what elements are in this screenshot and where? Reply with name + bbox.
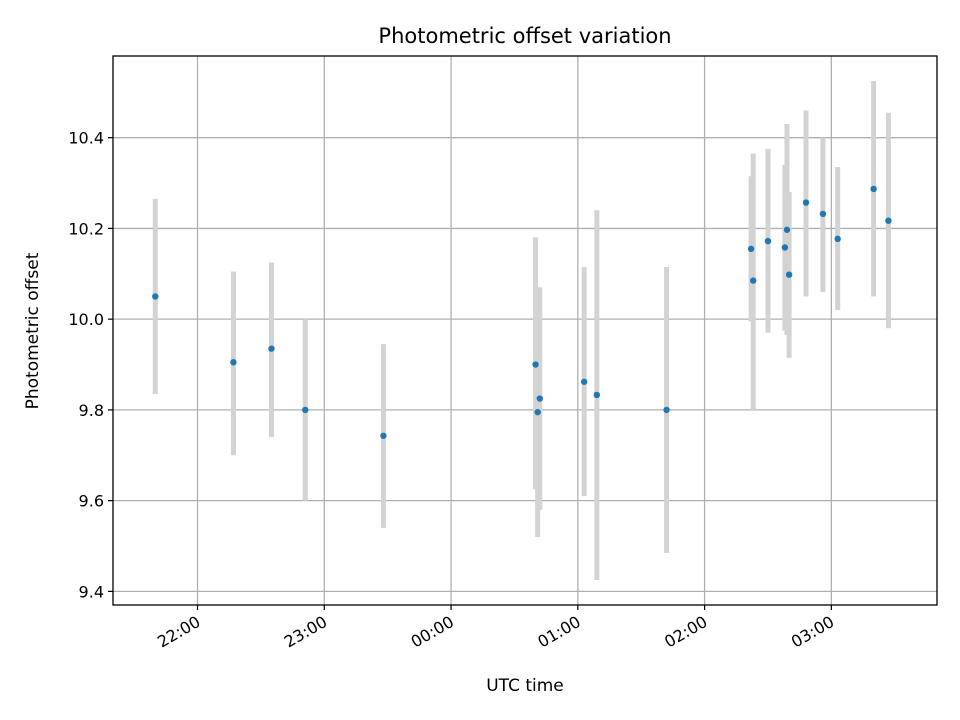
data-point (819, 210, 827, 218)
y-tick-label: 10.4 (68, 129, 104, 148)
data-point (380, 432, 387, 439)
data-point (802, 199, 810, 206)
data-point (749, 277, 757, 284)
data-point (747, 245, 755, 253)
data-point (785, 271, 793, 278)
data-point (536, 395, 543, 402)
data-point (885, 217, 892, 224)
data-point (268, 345, 275, 352)
data-point (783, 226, 791, 233)
data-point (302, 406, 309, 414)
y-tick-label: 9.8 (79, 401, 104, 420)
y-tick-label: 10.0 (68, 310, 104, 329)
y-tick-label: 10.2 (68, 219, 104, 238)
data-point (834, 235, 841, 243)
data-point (152, 293, 159, 300)
grid (113, 56, 937, 605)
data-point (764, 237, 772, 245)
data-point (230, 359, 237, 366)
data-point (870, 185, 877, 193)
x-axis-label: UTC time (486, 676, 564, 696)
y-axis-label: Photometric offset (23, 252, 43, 409)
y-axis: 9.4 9.6 9.8 10.0 10.2 10.4 (68, 129, 113, 601)
data-points (152, 185, 892, 439)
chart-title: Photometric offset variation (378, 24, 671, 48)
data-point (781, 244, 789, 251)
y-tick-label: 9.6 (79, 492, 104, 511)
data-point (534, 408, 541, 416)
data-point (580, 378, 588, 385)
data-point (663, 406, 670, 414)
y-tick-label: 9.4 (79, 582, 104, 601)
data-point (532, 361, 539, 368)
plot-frame (112, 55, 938, 606)
data-point (593, 391, 601, 399)
